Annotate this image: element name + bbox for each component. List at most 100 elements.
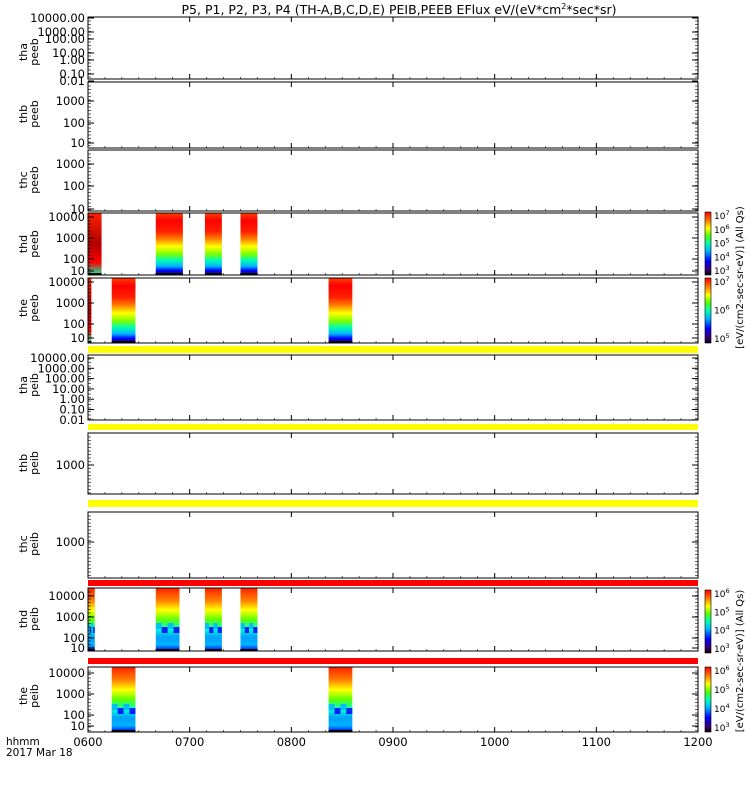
spectrogram-baseline (204, 649, 222, 651)
colorbar-tick-label: 103 (714, 264, 730, 277)
spectrogram-block (204, 213, 222, 275)
y-tick-label: 1000 (56, 94, 85, 108)
colorbar-gradient (704, 589, 712, 654)
separator-bar (88, 500, 698, 507)
x-tick-label: 0600 (73, 735, 102, 749)
y-tick-label: 10 (70, 136, 85, 150)
colorbar-tick-label: 107 (714, 209, 730, 222)
x-tick-label: 1000 (480, 735, 509, 749)
low-energy-band (167, 623, 174, 629)
panel-frame (87, 511, 699, 579)
y-tick-label: 1000 (56, 458, 85, 472)
y-tick-label: 1000 (56, 687, 85, 701)
spectrogram-baseline (328, 341, 353, 343)
y-tick-label: 100.00 (45, 372, 85, 386)
low-energy-band (340, 704, 347, 710)
y-tick-label: 10 (70, 331, 85, 345)
x-tick-label: 0900 (378, 735, 407, 749)
panel-ylabel: thcpeib (17, 532, 41, 556)
y-tick-label: 1000 (56, 231, 85, 245)
colorbar-tick-label: 103 (714, 721, 730, 734)
panel-ylabel: thdpeib (17, 607, 41, 631)
low-energy-band (88, 623, 90, 629)
y-tick-label: 10000 (48, 666, 85, 680)
low-energy-band (129, 708, 136, 714)
spectrogram-baseline (111, 730, 136, 732)
y-tick-label: 10.00 (52, 46, 85, 60)
colorbar-tick-label: 106 (714, 664, 730, 677)
spectrogram-baseline (204, 273, 222, 275)
y-tick-label: 10.00 (52, 382, 85, 396)
low-energy-band (334, 708, 341, 714)
y-tick-label: 1.00 (59, 392, 85, 406)
panel-frame (87, 149, 699, 212)
spectrogram-baseline (88, 341, 92, 343)
spectrogram-column (240, 213, 258, 275)
colorbar-tick-label: 104 (714, 250, 730, 263)
x-tick-label: 0800 (277, 735, 306, 749)
spectrogram-column (155, 588, 180, 651)
y-tick-label: 10 (70, 264, 85, 278)
panel-ylabel: thepeeb (17, 294, 41, 322)
spectrogram-baseline (328, 730, 353, 732)
y-tick-label: 0.10 (59, 67, 85, 81)
panel-thb-peib: 1000 thbpeib (17, 432, 699, 495)
y-tick-label: 1000 (56, 157, 85, 171)
low-energy-band (91, 623, 94, 629)
panel-thb-peeb: 1000 100 10 thbpeeb (17, 81, 699, 150)
spectrogram-block (88, 588, 95, 651)
y-tick-label: 10000 (48, 589, 85, 603)
y-tick-label: 1.00 (59, 53, 85, 67)
low-energy-band (346, 708, 353, 714)
spectrogram-column (155, 213, 183, 275)
spectrogram-block (155, 588, 180, 651)
y-tick-label: 1000.00 (37, 361, 85, 375)
y-tick-label: 10000 (48, 275, 85, 289)
y-tick-label: 100 (63, 252, 85, 266)
panel-thc-peib: 1000 thcpeib (17, 511, 699, 579)
low-energy-band (217, 627, 222, 633)
y-tick-label: 10000.00 (30, 351, 85, 365)
panel-ylabel: thapeeb (17, 38, 41, 66)
low-energy-band (89, 627, 92, 633)
spectrogram-column (111, 667, 136, 732)
colorbar-gradient (704, 211, 712, 276)
spectrogram-column (240, 588, 258, 651)
low-energy-band (209, 627, 214, 633)
low-energy-band (248, 623, 254, 629)
colorbar-tick-label: 103 (714, 642, 730, 655)
low-energy-band (117, 708, 124, 714)
colorbar-tick-label: 104 (714, 702, 730, 715)
separator-bar (88, 658, 698, 664)
colorbar-tick-label: 106 (714, 304, 730, 317)
spectrogram-baseline (88, 649, 95, 651)
panel-ylabel: thepeib (17, 684, 41, 708)
spectrogram-block (111, 278, 136, 343)
separator-bar (88, 346, 698, 353)
panel-frame (87, 666, 699, 733)
low-energy-band (244, 627, 249, 633)
x-tick-label: 0700 (175, 735, 204, 749)
colorbar-tick-label: 104 (714, 624, 730, 637)
spectrogram-column (204, 588, 222, 651)
y-tick-label: 10 (70, 202, 85, 216)
colorbar-tick-label: 105 (714, 332, 730, 345)
low-energy-band (155, 623, 162, 629)
spectrogram-baseline (155, 273, 183, 275)
spectrogram-block (204, 588, 222, 651)
panel-ylabel: thbpeeb (17, 100, 41, 128)
spectrogram-block (328, 278, 353, 343)
spectrogram-column (111, 278, 136, 343)
panel-frame (87, 354, 699, 421)
panel-thc-peeb: 1000 100 10 thcpeeb (17, 149, 699, 216)
colorbar-tick-label: 106 (714, 587, 730, 600)
spectrogram-baseline (88, 273, 102, 275)
y-tick-label: 0.01 (59, 74, 85, 88)
colorbar-tick-label: 105 (714, 605, 730, 618)
low-energy-band (240, 623, 245, 629)
